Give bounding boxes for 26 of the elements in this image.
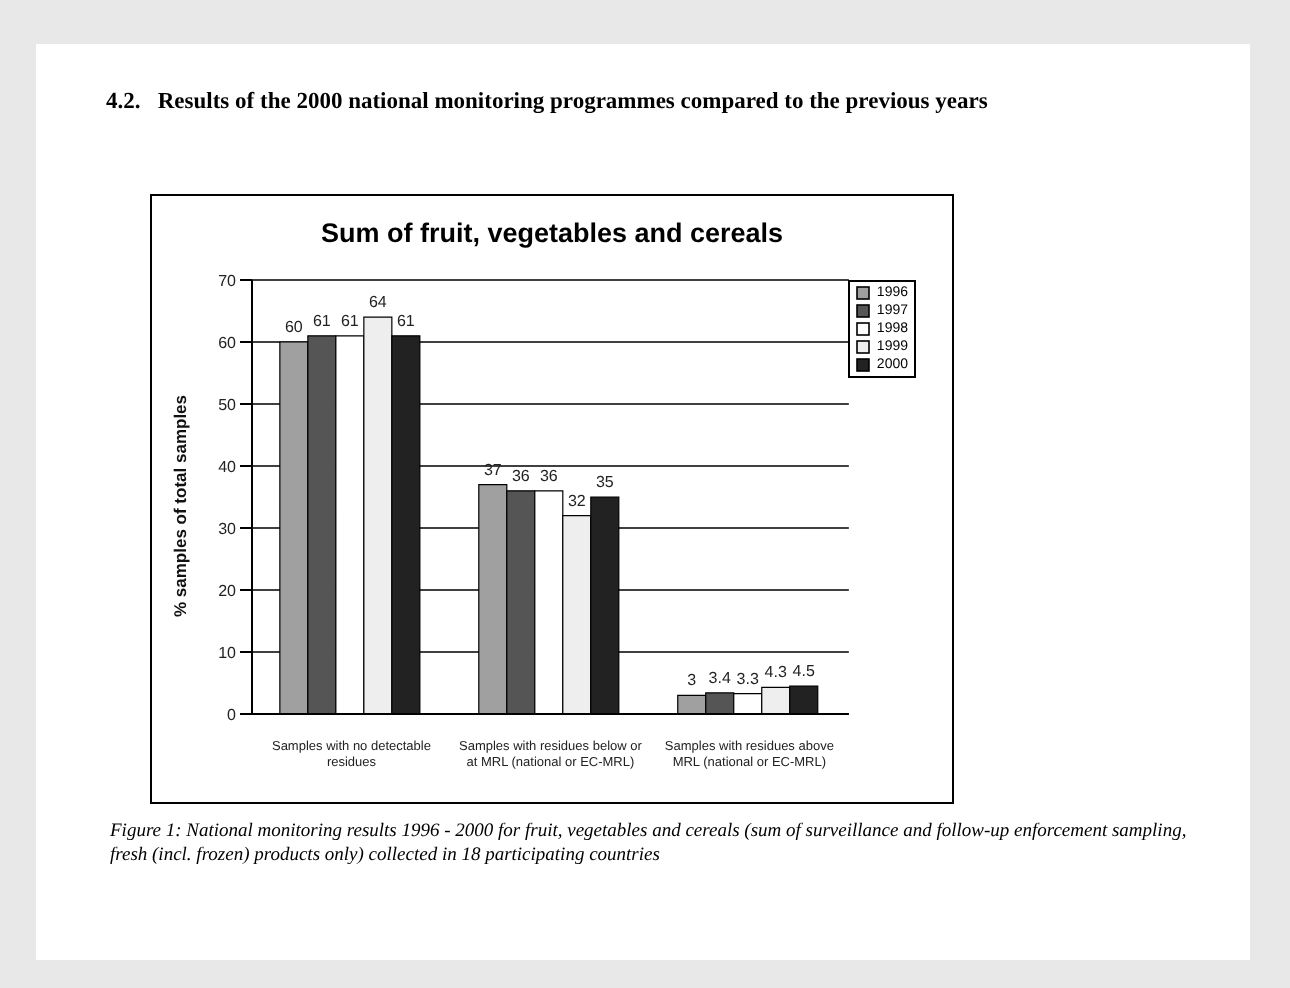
data-label: 60 [284,318,304,336]
data-label: 61 [312,311,332,330]
y-tick-label: 10 [218,643,238,662]
data-label: 4.5 [792,662,816,681]
data-label: 61 [340,311,360,330]
data-label: 36 [539,466,559,485]
y-tick-label: 70 [218,271,238,290]
chart-subtitle: 4.2. Results of the 2000 national monitoring programmes compared to the previous years [106,88,990,118]
y-tick-label: 40 [218,457,238,476]
data-label: 32 [567,491,587,510]
y-tick-label: 30 [218,519,238,538]
data-label: 3 [687,671,698,690]
chart-title: Sum of fruit, vegetables and cereals [318,218,786,248]
data-label: 64 [368,293,388,312]
y-axis-title: % samples of total samples [170,394,191,617]
data-label: 35 [595,473,615,491]
data-label: 3.3 [736,669,760,688]
data-label: 36 [511,466,531,485]
caption: Figure 1: National monitoring results 1996 - 2000 for fruit, vegetables and cereals (sum of surveillance and follow-up enforcement sampling, fresh (incl. frozen) products only) collected in 18 participating countries [110,820,1189,868]
data-label: 4.3 [764,663,788,682]
y-tick-label: 50 [218,395,238,414]
y-tick-label: 60 [218,333,238,352]
data-label: 3.4 [708,668,732,687]
data-label: 61 [396,311,416,330]
y-tick-label: 20 [218,581,238,600]
y-tick-label: 0 [227,705,238,724]
